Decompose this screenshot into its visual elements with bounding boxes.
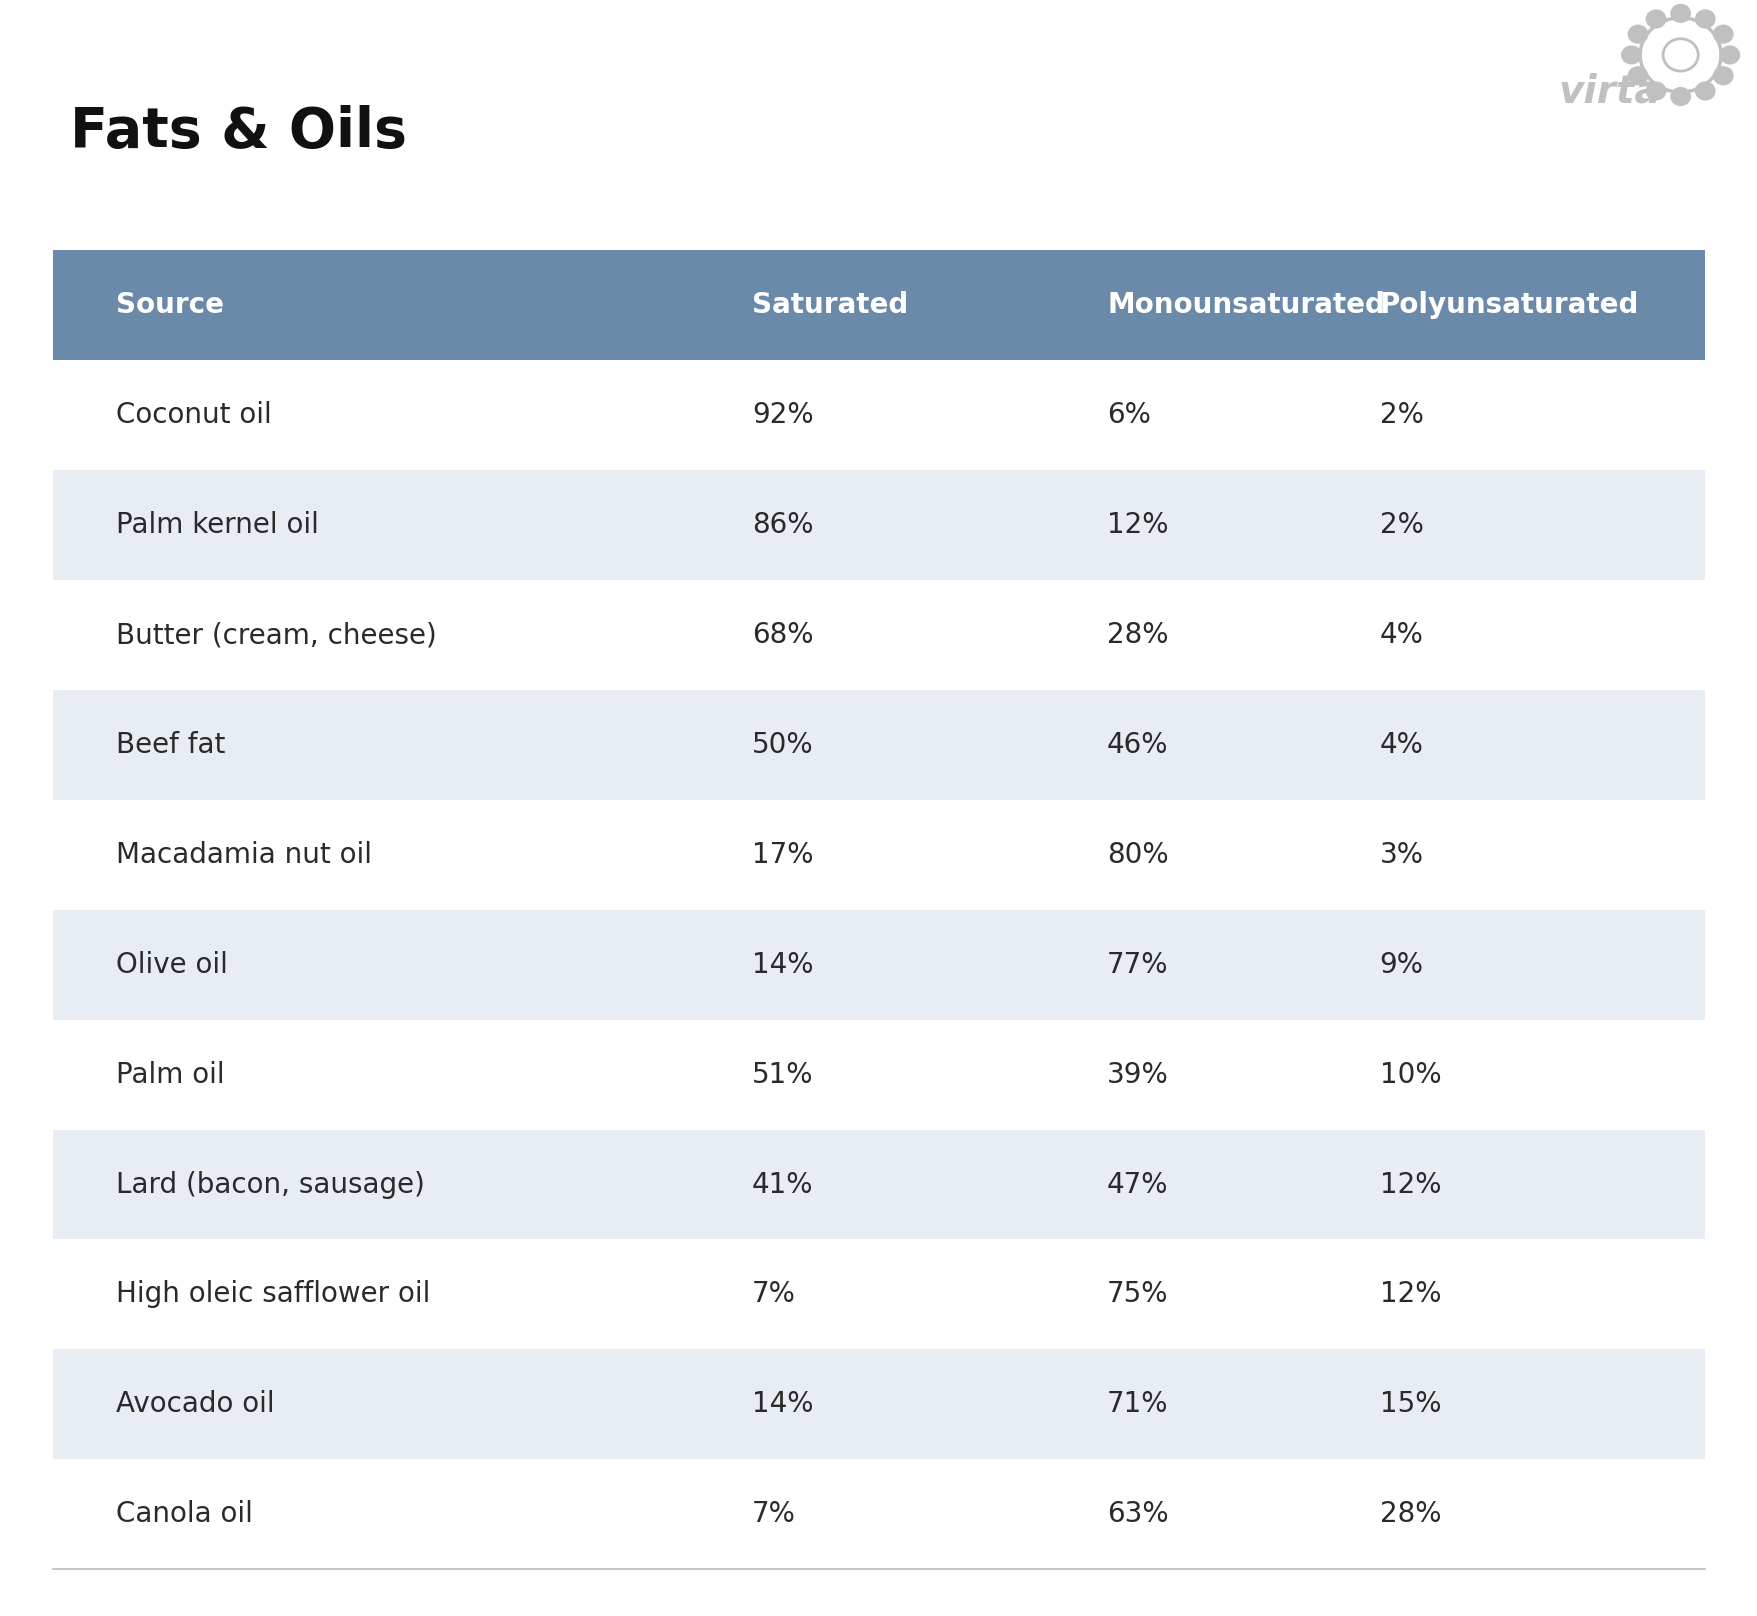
Text: 71%: 71% [1107,1390,1168,1419]
Circle shape [1694,10,1715,27]
Circle shape [1645,10,1666,27]
Text: 10%: 10% [1379,1060,1441,1089]
Text: Butter (cream, cheese): Butter (cream, cheese) [116,621,436,650]
Text: 46%: 46% [1107,730,1168,760]
Text: 92%: 92% [752,401,813,430]
Text: Macadamia nut oil: Macadamia nut oil [116,840,371,869]
FancyBboxPatch shape [53,1349,1704,1459]
Text: Canola oil: Canola oil [116,1500,253,1529]
Text: Beef fat: Beef fat [116,730,225,760]
Text: 39%: 39% [1107,1060,1168,1089]
FancyBboxPatch shape [53,800,1704,910]
FancyBboxPatch shape [53,1020,1704,1130]
Text: Polyunsaturated: Polyunsaturated [1379,291,1638,320]
Circle shape [1713,26,1732,44]
Text: 7%: 7% [752,1280,796,1309]
Circle shape [1718,45,1739,65]
Circle shape [1669,87,1690,105]
FancyBboxPatch shape [53,690,1704,800]
Text: Coconut oil: Coconut oil [116,401,271,430]
FancyBboxPatch shape [53,470,1704,580]
Text: Palm oil: Palm oil [116,1060,225,1089]
Text: 68%: 68% [752,621,813,650]
FancyBboxPatch shape [53,580,1704,690]
Text: 4%: 4% [1379,621,1423,650]
Text: 14%: 14% [752,1390,813,1419]
Text: virta: virta [1558,73,1660,112]
Circle shape [1694,82,1715,100]
Circle shape [1627,26,1646,44]
Text: 51%: 51% [752,1060,813,1089]
FancyBboxPatch shape [53,250,1704,360]
Text: Source: Source [116,291,223,320]
Text: Fats & Oils: Fats & Oils [70,105,408,158]
Text: 86%: 86% [752,511,813,540]
Text: 9%: 9% [1379,950,1423,979]
Text: 80%: 80% [1107,840,1168,869]
Text: 6%: 6% [1107,401,1151,430]
Text: 7%: 7% [752,1500,796,1529]
Text: 47%: 47% [1107,1170,1168,1199]
Text: 14%: 14% [752,950,813,979]
Text: 77%: 77% [1107,950,1168,979]
FancyBboxPatch shape [53,1239,1704,1349]
Circle shape [1627,66,1646,84]
FancyBboxPatch shape [53,1459,1704,1569]
Circle shape [1713,66,1732,84]
Text: 12%: 12% [1379,1280,1441,1309]
Text: 2%: 2% [1379,511,1423,540]
Text: 12%: 12% [1379,1170,1441,1199]
Text: 3%: 3% [1379,840,1423,869]
Text: Lard (bacon, sausage): Lard (bacon, sausage) [116,1170,423,1199]
FancyBboxPatch shape [53,1130,1704,1239]
Circle shape [1669,5,1690,23]
Text: 50%: 50% [752,730,813,760]
Text: 15%: 15% [1379,1390,1441,1419]
Text: 12%: 12% [1107,511,1168,540]
Text: 63%: 63% [1107,1500,1168,1529]
Text: 28%: 28% [1379,1500,1441,1529]
Text: 28%: 28% [1107,621,1168,650]
Text: Palm kernel oil: Palm kernel oil [116,511,318,540]
Text: 4%: 4% [1379,730,1423,760]
Text: 75%: 75% [1107,1280,1168,1309]
FancyBboxPatch shape [53,360,1704,470]
Text: 2%: 2% [1379,401,1423,430]
Text: Olive oil: Olive oil [116,950,227,979]
Text: 17%: 17% [752,840,813,869]
Text: High oleic safflower oil: High oleic safflower oil [116,1280,430,1309]
Text: Saturated: Saturated [752,291,907,320]
Text: Avocado oil: Avocado oil [116,1390,274,1419]
Circle shape [1620,45,1641,65]
FancyBboxPatch shape [53,910,1704,1020]
Circle shape [1645,82,1666,100]
Text: Monounsaturated: Monounsaturated [1107,291,1385,320]
Text: 41%: 41% [752,1170,813,1199]
